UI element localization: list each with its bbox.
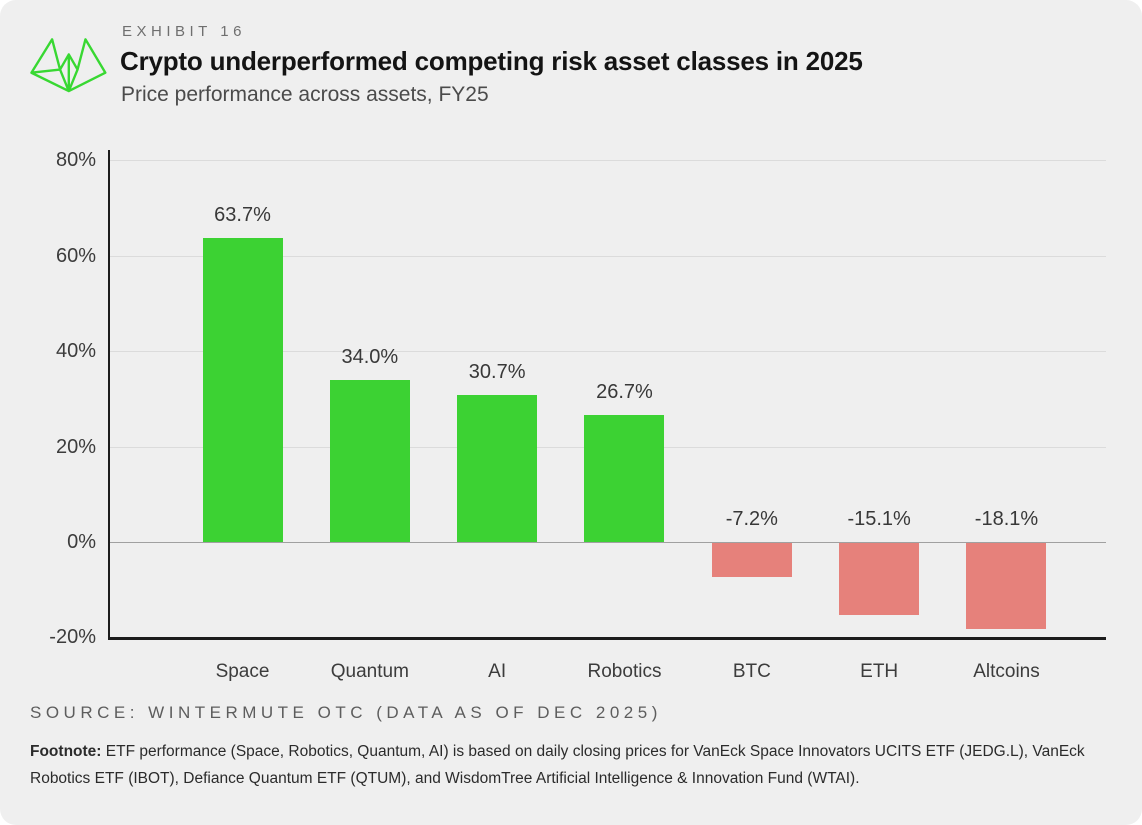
y-axis-tick-label: -20% bbox=[49, 626, 96, 648]
bar-value-label: -15.1% bbox=[847, 508, 911, 530]
zero-gridline bbox=[110, 542, 1106, 543]
x-axis-line bbox=[108, 637, 1106, 640]
y-axis-tick-label: 0% bbox=[67, 531, 96, 553]
bar-value-label: 34.0% bbox=[341, 345, 399, 368]
y-axis-tick-label: 60% bbox=[55, 244, 96, 267]
footnote-label: Footnote: bbox=[30, 743, 102, 760]
bar-value-label: -18.1% bbox=[974, 508, 1039, 530]
bar-quantum bbox=[329, 379, 410, 542]
bar-eth bbox=[839, 543, 920, 616]
y-axis-tick-label: 80% bbox=[55, 149, 96, 171]
x-axis-label-eth: ETH bbox=[860, 661, 899, 682]
bar-chart-plot-area: 63.7% Space 34.0% Quantum 30.7% AI 26.7% Roboti… bbox=[108, 150, 1106, 682]
gridline bbox=[110, 160, 1106, 161]
chart-subtitle: Price performance across assets, FY25 bbox=[121, 83, 489, 106]
bar-ai bbox=[457, 395, 538, 542]
x-axis-label-space: Space bbox=[215, 661, 270, 682]
source-line: SOURCE: WINTERMUTE OTC (DATA AS OF DEC 2… bbox=[30, 703, 662, 722]
gridline bbox=[110, 255, 1106, 257]
x-axis-label-ai: AI bbox=[488, 661, 507, 682]
x-axis-label-btc: BTC bbox=[732, 661, 771, 682]
bar-value-label: 26.7% bbox=[596, 380, 653, 403]
x-axis-label-quantum: Quantum bbox=[330, 661, 409, 682]
bar-value-label: 30.7% bbox=[468, 361, 526, 384]
y-axis-line bbox=[108, 150, 110, 639]
bar-value-label: 63.7% bbox=[214, 203, 271, 226]
bar-space bbox=[202, 237, 283, 542]
y-axis-tick-labels: 80% 60% 40% 20% 0% -20% bbox=[24, 149, 96, 648]
bar-btc bbox=[711, 543, 792, 578]
wintermute-logo-icon bbox=[30, 38, 107, 93]
y-axis-tick-label: 20% bbox=[55, 435, 96, 458]
bar-robotics bbox=[584, 414, 665, 542]
footnote-text: ETF performance (Space, Robotics, Quantu… bbox=[30, 743, 1085, 787]
x-axis-label-robotics: Robotics bbox=[587, 661, 662, 682]
footnote: Footnote: ETF performance (Space, Roboti… bbox=[30, 738, 1122, 792]
bar-altcoins bbox=[966, 543, 1047, 630]
wintermute-logo-path bbox=[30, 38, 107, 93]
exhibit-label: EXHIBIT 16 bbox=[122, 23, 246, 40]
y-axis-tick-label: 40% bbox=[55, 340, 96, 362]
gridline bbox=[110, 351, 1106, 352]
bar-value-label: -7.2% bbox=[725, 508, 778, 530]
chart-title: Crypto underperformed competing risk ass… bbox=[120, 46, 863, 76]
x-axis-label-altcoins: Altcoins bbox=[973, 661, 1040, 682]
